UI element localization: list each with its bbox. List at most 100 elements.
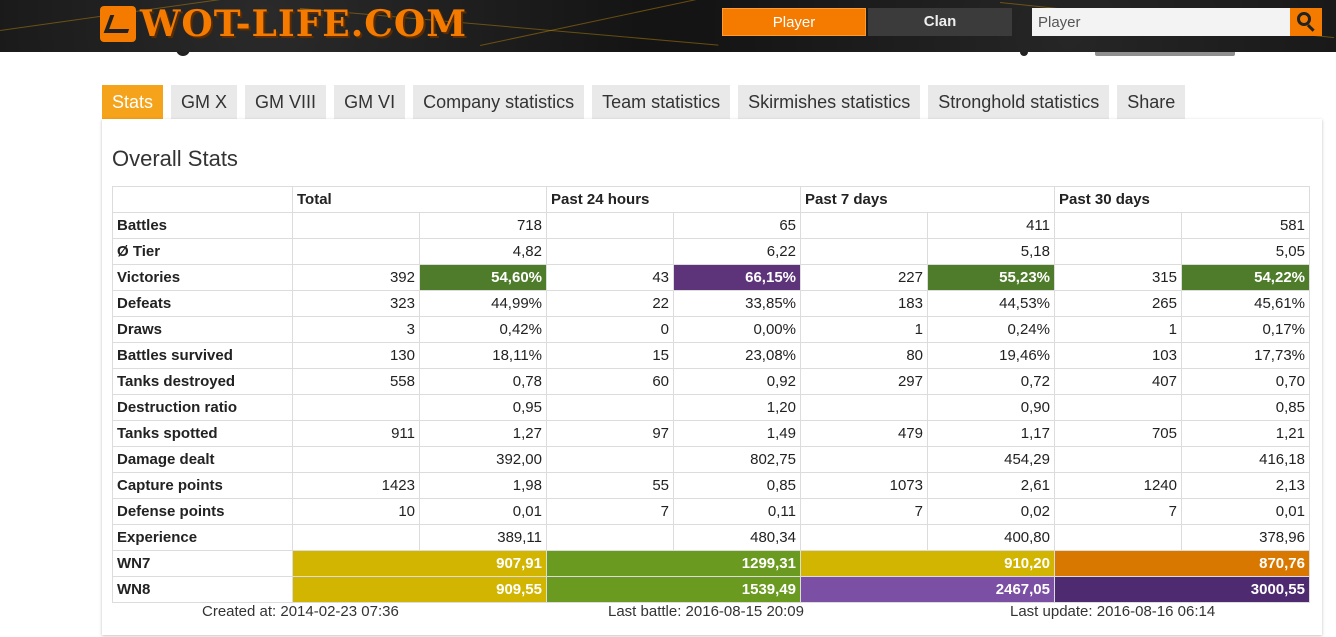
table-row: Battles survived 130 18,11% 15 23,08% 80 19,46… [112, 342, 1310, 369]
stats-footer: Created at: 2014-02-23 07:36 Last battle… [202, 603, 1322, 623]
value-cell: 0,92 [673, 368, 801, 395]
value-cell: 45,61% [1181, 290, 1310, 317]
count-cell: 43 [546, 264, 674, 291]
value-cell: 0,78 [419, 368, 547, 395]
player-search-mode-button[interactable]: Player [722, 8, 866, 36]
row-label: Battles [112, 212, 293, 239]
count-cell [292, 446, 420, 473]
clipped-profile-heading [0, 52, 1336, 58]
tab-stronghold-statistics[interactable]: Stronghold statistics [928, 85, 1110, 119]
count-cell [546, 524, 674, 551]
tab-gm-x[interactable]: GM X [171, 85, 238, 119]
value-cell: 2,61 [927, 472, 1055, 499]
clan-search-mode-button[interactable]: Clan [868, 8, 1012, 36]
tab-skirmishes-statistics[interactable]: Skirmishes statistics [738, 85, 921, 119]
count-cell [800, 394, 928, 421]
count-cell: 407 [1054, 368, 1182, 395]
value-cell: 54,60% [419, 264, 547, 291]
logo-chart-icon [100, 6, 136, 42]
count-cell: 7 [800, 498, 928, 525]
count-cell: 22 [546, 290, 674, 317]
table-row: Capture points 1423 1,98 55 0,85 1073 2,61 1240… [112, 472, 1310, 499]
value-cell: 454,29 [927, 446, 1055, 473]
value-cell: 0,85 [673, 472, 801, 499]
value-cell: 55,23% [927, 264, 1055, 291]
value-cell: 65 [673, 212, 801, 239]
table-row: Victories 392 54,60% 43 66,15% 227 55,23% 315 54… [112, 264, 1310, 291]
rating-value-cell: 1539,49 [546, 576, 801, 603]
rating-value-cell: 910,20 [800, 550, 1055, 577]
count-cell: 183 [800, 290, 928, 317]
table-row: Tanks spotted 911 1,27 97 1,49 479 1,17 705 1,21 [112, 420, 1310, 447]
row-label: Capture points [112, 472, 293, 499]
row-label: Draws [112, 316, 293, 343]
value-cell: 0,90 [927, 394, 1055, 421]
count-cell: 323 [292, 290, 420, 317]
tab-gm-viii[interactable]: GM VIII [245, 85, 327, 119]
count-cell: 315 [1054, 264, 1182, 291]
rating-value-cell: 1299,31 [546, 550, 801, 577]
tab-company-statistics[interactable]: Company statistics [413, 85, 585, 119]
row-label: Defense points [112, 498, 293, 525]
count-cell: 479 [800, 420, 928, 447]
tab-share[interactable]: Share [1117, 85, 1186, 119]
count-cell: 1423 [292, 472, 420, 499]
value-cell: 1,21 [1181, 420, 1310, 447]
value-cell: 5,18 [927, 238, 1055, 265]
rating-row: WN7 907,91 1299,31 910,20 870,76 [112, 550, 1310, 577]
value-cell: 33,85% [673, 290, 801, 317]
row-label: Experience [112, 524, 293, 551]
search-button[interactable] [1290, 8, 1322, 36]
value-cell: 5,05 [1181, 238, 1310, 265]
value-cell: 17,73% [1181, 342, 1310, 369]
column-header: Past 24 hours [546, 186, 801, 213]
value-cell: 400,80 [927, 524, 1055, 551]
row-label: Destruction ratio [112, 394, 293, 421]
count-cell [1054, 394, 1182, 421]
tab-gm-vi[interactable]: GM VI [334, 85, 406, 119]
value-cell: 480,34 [673, 524, 801, 551]
count-cell: 265 [1054, 290, 1182, 317]
table-row: Ø Tier 4,82 6,22 5,18 5,05 [112, 238, 1310, 265]
value-cell: 6,22 [673, 238, 801, 265]
tab-stats[interactable]: Stats [102, 85, 164, 119]
count-cell [1054, 238, 1182, 265]
site-logo[interactable]: WOT-LIFE.COM [100, 3, 467, 45]
count-cell: 1 [800, 316, 928, 343]
tab-team-statistics[interactable]: Team statistics [592, 85, 731, 119]
created-at-text: Created at: 2014-02-23 07:36 [202, 603, 399, 620]
count-cell: 1073 [800, 472, 928, 499]
value-cell: 389,11 [419, 524, 547, 551]
row-label: Battles survived [112, 342, 293, 369]
count-cell [1054, 446, 1182, 473]
table-row: Defense points 10 0,01 7 0,11 7 0,02 7 0,01 [112, 498, 1310, 525]
row-label: WN8 [112, 576, 293, 603]
row-label: Defeats [112, 290, 293, 317]
count-cell: 297 [800, 368, 928, 395]
table-row: Tanks destroyed 558 0,78 60 0,92 297 0,72 407 0,… [112, 368, 1310, 395]
search-input[interactable] [1032, 8, 1290, 36]
table-row: Experience 389,11 480,34 400,80 378,96 [112, 524, 1310, 551]
site-header: WOT-LIFE.COM Player Clan [0, 0, 1336, 52]
count-cell: 705 [1054, 420, 1182, 447]
value-cell: 0,42% [419, 316, 547, 343]
table-header-row: Total Past 24 hours Past 7 days Past 30 day… [112, 186, 1310, 213]
count-cell [546, 238, 674, 265]
table-row: Battles 718 65 411 581 [112, 212, 1310, 239]
value-cell: 0,17% [1181, 316, 1310, 343]
count-cell: 10 [292, 498, 420, 525]
rating-value-cell: 870,76 [1054, 550, 1310, 577]
count-cell: 1 [1054, 316, 1182, 343]
count-cell: 227 [800, 264, 928, 291]
count-cell: 130 [292, 342, 420, 369]
count-cell [292, 212, 420, 239]
overall-stats-table: Total Past 24 hours Past 7 days Past 30 day… [112, 186, 1310, 603]
value-cell: 378,96 [1181, 524, 1310, 551]
value-cell: 1,20 [673, 394, 801, 421]
count-cell: 911 [292, 420, 420, 447]
table-row: Defeats 323 44,99% 22 33,85% 183 44,53% 265 45,6… [112, 290, 1310, 317]
rating-value-cell: 3000,55 [1054, 576, 1310, 603]
last-update-text: Last update: 2016-08-16 06:14 [1010, 603, 1216, 620]
count-cell: 3 [292, 316, 420, 343]
value-cell: 0,11 [673, 498, 801, 525]
